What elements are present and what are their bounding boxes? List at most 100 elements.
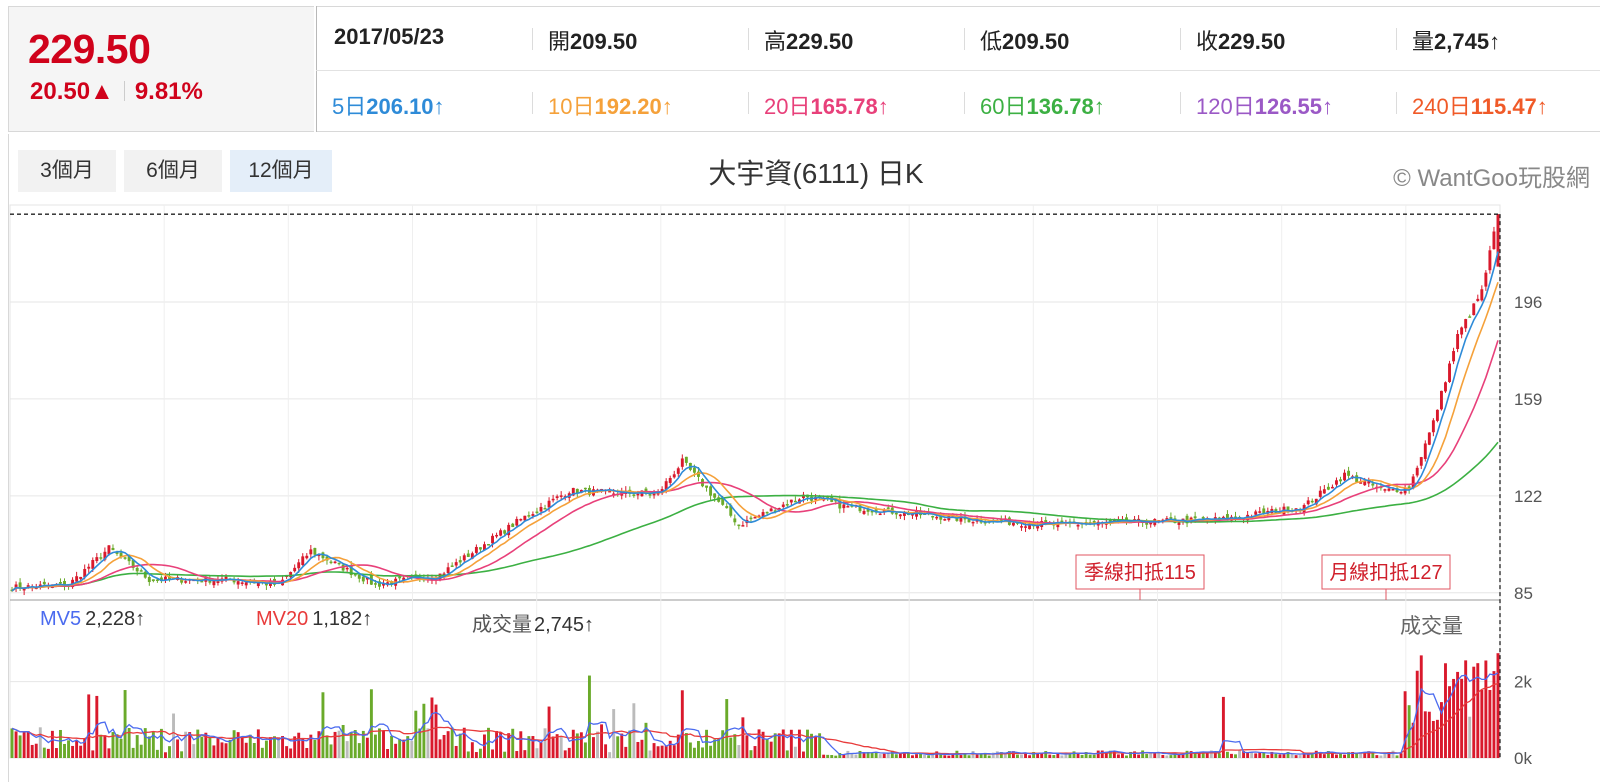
volume-bar xyxy=(373,734,377,758)
volume-bar xyxy=(184,731,188,758)
volume-bar xyxy=(927,755,931,758)
candle-body xyxy=(1092,520,1096,523)
volume-bar xyxy=(1399,753,1403,758)
candle-body xyxy=(644,488,648,493)
volume-bar xyxy=(729,737,733,758)
range-3m-button[interactable]: 3個月 xyxy=(18,150,116,192)
volume-bar xyxy=(236,732,240,758)
range-6m-button[interactable]: 6個月 xyxy=(124,150,222,192)
range-12m-button[interactable]: 12個月 xyxy=(230,150,332,192)
volume-bar xyxy=(769,741,773,758)
quote-summary xyxy=(8,6,314,132)
volume-bar xyxy=(1007,751,1011,758)
volume-bar xyxy=(1468,716,1472,758)
candle-body xyxy=(1181,518,1185,521)
volume-bar xyxy=(394,743,398,758)
volume-bar xyxy=(652,743,656,758)
volume-bar xyxy=(906,752,910,758)
volume-bar xyxy=(264,740,268,758)
volume-bars-layer xyxy=(10,653,1500,758)
volume-bar xyxy=(1217,753,1221,758)
candles-layer xyxy=(10,214,1500,596)
volume-bar xyxy=(200,736,204,758)
candle-body xyxy=(878,513,882,516)
volume-bar xyxy=(1266,754,1270,758)
volume-bar xyxy=(1460,678,1464,758)
volume-bar xyxy=(22,731,26,758)
volume-bar xyxy=(620,733,624,758)
volume-bar xyxy=(567,747,571,758)
volume-bar xyxy=(745,735,749,758)
info-separator xyxy=(532,92,533,114)
volume-bar xyxy=(38,727,42,758)
volume-bar xyxy=(701,747,704,758)
candle-body xyxy=(1020,526,1023,528)
candle-body xyxy=(353,573,357,576)
volume-bar xyxy=(365,737,369,758)
volume-bar xyxy=(91,750,95,758)
candle-body xyxy=(511,523,515,528)
volume-bar xyxy=(511,728,515,758)
candle-body xyxy=(575,488,579,494)
volume-bar xyxy=(862,753,866,758)
ma10-line xyxy=(11,282,1499,592)
volume-bar xyxy=(1032,752,1036,758)
volume-bar xyxy=(749,750,753,758)
candle-body xyxy=(793,500,797,503)
volume-bar xyxy=(644,722,648,758)
price-tick-label: 122 xyxy=(1514,487,1542,506)
volume-bar xyxy=(737,745,741,758)
candle-body xyxy=(959,516,963,522)
volume-bar xyxy=(1314,750,1318,758)
volume-bar xyxy=(559,736,563,758)
candle-body xyxy=(75,576,79,582)
volume-bar xyxy=(1153,752,1157,758)
candle-body xyxy=(1419,457,1423,466)
candle-body xyxy=(390,581,394,585)
candle-body xyxy=(1028,523,1032,530)
volume-bar xyxy=(1112,751,1116,758)
candle-body xyxy=(838,500,842,509)
candle-body xyxy=(240,582,244,584)
close-price: 收229.50 xyxy=(1196,24,1285,56)
volume-bar xyxy=(866,751,870,758)
candle-body xyxy=(1355,475,1359,483)
candle-body xyxy=(608,490,612,493)
volume-bar xyxy=(1072,751,1076,758)
info-separator xyxy=(1180,92,1181,114)
volume-bar xyxy=(830,755,834,758)
volume-bar xyxy=(438,739,442,758)
volume-bar xyxy=(321,692,325,758)
volume-bar xyxy=(220,742,224,758)
volume-bar xyxy=(1064,752,1068,758)
volume-bar xyxy=(273,736,276,758)
candle-body xyxy=(200,580,204,583)
close-value: 229.50 xyxy=(1218,29,1286,54)
volume-bar xyxy=(317,731,321,758)
candle-body xyxy=(1476,298,1480,301)
low-label: 低 xyxy=(980,29,1003,54)
candle-body xyxy=(1371,483,1375,486)
volume-bar xyxy=(1411,722,1415,758)
volume-bar xyxy=(1092,754,1096,758)
volume-bar xyxy=(1270,751,1274,758)
candle-body xyxy=(769,508,773,512)
volume-bar xyxy=(1177,754,1181,758)
volume-bar xyxy=(79,745,83,758)
volume-bar xyxy=(426,728,430,758)
volume-bar xyxy=(765,739,769,758)
volume-bar xyxy=(676,734,680,758)
candle-body xyxy=(135,567,139,572)
volume-bar xyxy=(1044,751,1048,758)
candle-body xyxy=(14,584,18,589)
volume-bar xyxy=(587,675,591,758)
info-separator xyxy=(1396,28,1397,50)
candle-body xyxy=(491,535,494,544)
volume-bar xyxy=(519,731,523,758)
volume-bar xyxy=(143,728,147,758)
candle-body xyxy=(757,515,761,518)
volume-bar xyxy=(692,747,696,758)
candle-body xyxy=(337,562,341,565)
volume-bar xyxy=(1492,671,1496,758)
